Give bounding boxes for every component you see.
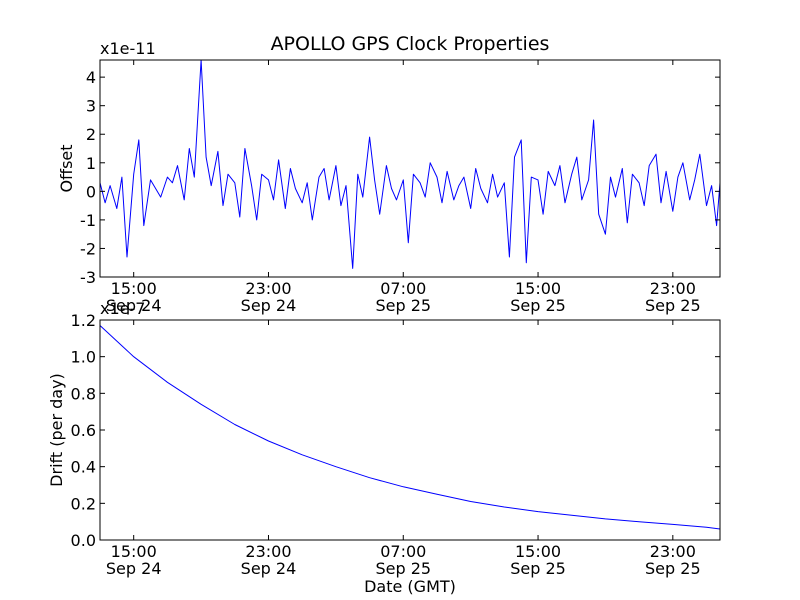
panel-2-ytick-label: 0.6 [71, 421, 96, 440]
panel-2-ytick-label: 0.8 [71, 384, 96, 403]
panel-2-xtick-time-label: 15:00 [111, 542, 157, 561]
panel-1-axes-frame [99, 59, 721, 278]
panel-1-xtick-time-label: 07:00 [380, 279, 426, 298]
panel-1-xtick-date-label: Sep 25 [510, 296, 566, 315]
panel-2-y-axis-label: Drift (per day) [47, 373, 66, 487]
panel-2-x-axis-label: Date (GMT) [364, 577, 456, 596]
panel-2-xtick-date-label: Sep 25 [510, 559, 566, 578]
panel-2-ytick-label: 0.4 [71, 458, 96, 477]
panel-1-xtick-time-label: 23:00 [650, 279, 696, 298]
panel-1-xtick-date-label: Sep 24 [241, 296, 297, 315]
panel-1-ytick-label: -3 [80, 268, 96, 287]
panel-2-ytick-label: 1.2 [71, 311, 96, 330]
panel-1-ytick-label: 0 [86, 182, 96, 201]
panel-2-xtick-date-label: Sep 24 [241, 559, 297, 578]
panel-2-axes-frame [99, 319, 721, 541]
panel-2-xtick-date-label: Sep 25 [375, 559, 431, 578]
panel-1-xtick-date-label: Sep 25 [645, 296, 701, 315]
panel-2-xtick-date-label: Sep 24 [106, 559, 162, 578]
panel-1-ytick-label: 4 [86, 68, 96, 87]
panel-1-xtick-time-label: 15:00 [111, 279, 157, 298]
panel-2-axis-multiplier: x1e-7 [100, 299, 145, 318]
panel-2-xtick-time-label: 15:00 [515, 542, 561, 561]
panel-1-y-axis-label: Offset [57, 144, 76, 192]
panel-1-ytick-label: -2 [80, 239, 96, 258]
panel-1-ytick-label: -1 [80, 211, 96, 230]
panel-1-xtick-time-label: 23:00 [245, 279, 291, 298]
panel-1-offset-line [99, 59, 721, 269]
panel-1-ytick-label: 2 [86, 125, 96, 144]
panel-2-ytick-label: 0.2 [71, 494, 96, 513]
panel-2-drift-line [99, 325, 721, 530]
panel-2-xtick-date-label: Sep 25 [645, 559, 701, 578]
panel-1-xtick-date-label: Sep 25 [375, 296, 431, 315]
panel-2-xtick-time-label: 23:00 [650, 542, 696, 561]
panel-2-xtick-time-label: 07:00 [380, 542, 426, 561]
panel-1-xtick-time-label: 15:00 [515, 279, 561, 298]
panel-1-ytick-label: 3 [86, 97, 96, 116]
panel-1-chart-title: APOLLO GPS Clock Properties [271, 33, 550, 55]
panel-2-ytick-label: 1.0 [71, 348, 96, 367]
panel-1-ytick-label: 1 [86, 154, 96, 173]
panel-2-ytick-label: 0.0 [71, 531, 96, 550]
panel-1-xtick-date-label: Sep 24 [106, 296, 162, 315]
panel-2-xtick-time-label: 23:00 [245, 542, 291, 561]
panel-1-axis-multiplier: x1e-11 [100, 39, 156, 58]
